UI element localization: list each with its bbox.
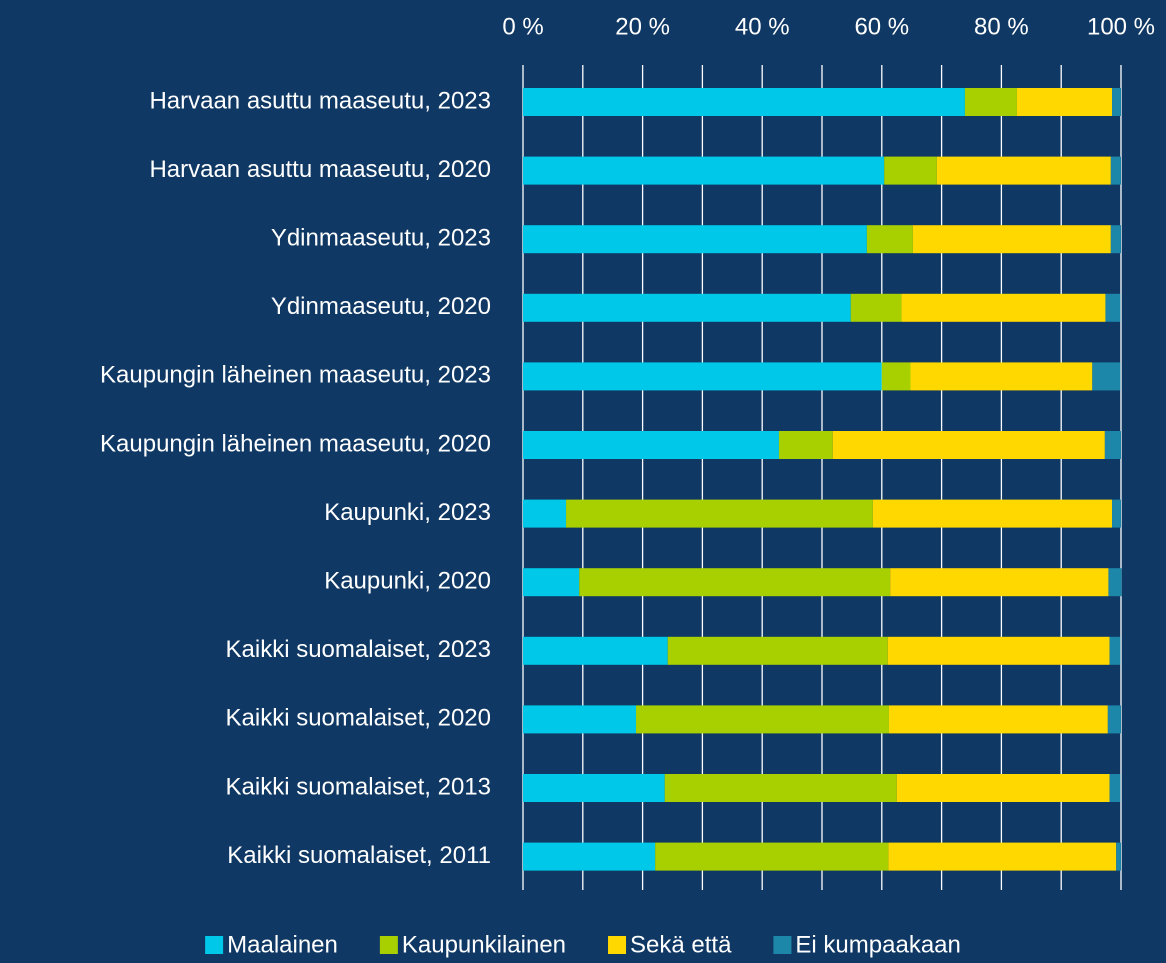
bar-segment (523, 362, 882, 391)
y-tick-label: Kaupungin läheinen maaseutu, 2023 (100, 362, 491, 389)
bar-segment (523, 431, 779, 459)
bar-segment (523, 293, 851, 322)
bar-segment (887, 636, 1110, 665)
legend-swatch (773, 936, 792, 954)
bar-segment (1112, 499, 1121, 528)
y-tick-label: Kaupungin läheinen maaseutu, 2020 (100, 430, 491, 457)
bar-segment (523, 225, 867, 254)
bar-segment (523, 705, 637, 734)
bar-segment (936, 156, 1111, 185)
legend-swatch (608, 936, 627, 954)
bar-segment (1105, 293, 1121, 322)
x-tick-label: 100 % (1087, 13, 1155, 40)
bar-segment (890, 568, 1109, 597)
bar-segment (866, 225, 913, 254)
bar-segment (523, 88, 965, 116)
bar-segment (523, 774, 665, 802)
bar-segment (667, 636, 888, 665)
bar-segment (912, 225, 1111, 254)
bar-segment (636, 705, 889, 734)
bar-segment (566, 499, 873, 528)
legend-swatch (205, 936, 224, 954)
y-tick-label: Kaikki suomalaiset, 2011 (227, 842, 491, 869)
bar-segment (888, 705, 1108, 734)
bar-segment (1108, 568, 1122, 597)
bar-segment (523, 568, 580, 597)
bar-segment (896, 774, 1110, 802)
legend-label: Sekä että (630, 931, 732, 958)
bar-segment (523, 842, 656, 871)
bar-segment (1110, 225, 1121, 254)
bar-segment (523, 499, 567, 528)
x-tick-label: 0 % (502, 13, 543, 40)
y-tick-label: Ydinmaaseutu, 2023 (271, 225, 491, 252)
x-tick-label: 60 % (854, 13, 909, 40)
bar-segment (523, 636, 668, 665)
y-tick-label: Kaikki suomalaiset, 2013 (226, 773, 491, 800)
bar-segment (1116, 842, 1121, 871)
bar-segment (1112, 88, 1121, 116)
y-tick-label: Kaikki suomalaiset, 2020 (226, 705, 491, 732)
bar-segment (1109, 636, 1121, 665)
bar-segment (872, 499, 1113, 528)
legend-label: Kaupunkilainen (402, 931, 566, 958)
bar-segment (1092, 362, 1121, 391)
legend-swatch (379, 936, 398, 954)
x-tick-label: 20 % (615, 13, 670, 40)
bar-segment (964, 88, 1017, 116)
bar-segment (881, 362, 911, 391)
y-tick-label: Ydinmaaseutu, 2020 (271, 293, 491, 320)
bar-segment (664, 774, 897, 802)
y-tick-label: Kaupunki, 2020 (324, 568, 491, 595)
bar-segment (1109, 774, 1121, 802)
bar-segment (778, 431, 833, 459)
bar-segment (1110, 156, 1121, 185)
x-tick-label: 40 % (735, 13, 790, 40)
bar-segment (1016, 88, 1113, 116)
bar-segment (1104, 431, 1121, 459)
y-tick-label: Harvaan asuttu maaseutu, 2023 (149, 87, 491, 114)
y-tick-label: Harvaan asuttu maaseutu, 2020 (149, 156, 491, 183)
x-tick-label: 80 % (974, 13, 1029, 40)
bar-segment (910, 362, 1093, 391)
legend-label: Ei kumpaakaan (795, 931, 960, 958)
bar-segment (1107, 705, 1121, 734)
bar-segment (884, 156, 937, 185)
bar-segment (579, 568, 891, 597)
y-tick-label: Kaikki suomalaiset, 2023 (226, 636, 491, 663)
bar-segment (901, 293, 1106, 322)
bar-segment (523, 156, 885, 185)
bar-segment (850, 293, 902, 322)
y-tick-label: Kaupunki, 2023 (324, 499, 491, 526)
bar-segment (655, 842, 889, 871)
bar-segment (888, 842, 1117, 871)
legend-label: Maalainen (227, 931, 338, 958)
bar-segment (832, 431, 1105, 459)
